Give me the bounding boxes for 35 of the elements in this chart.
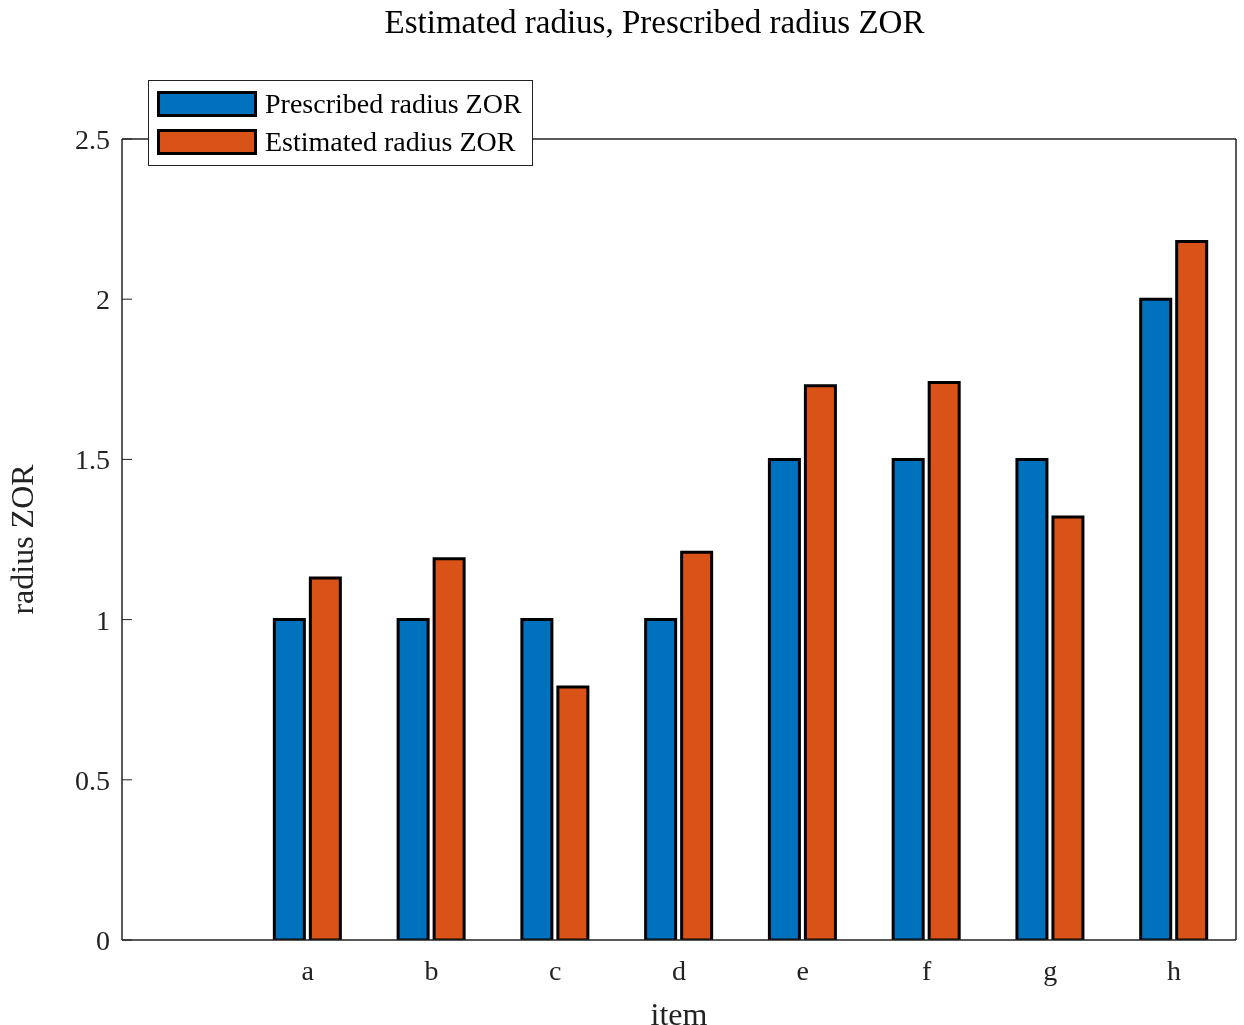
- x-tick-label: f: [921, 954, 932, 986]
- bar: [396, 618, 430, 940]
- legend-label: Prescribed radius ZOR: [265, 88, 522, 120]
- x-tick-label: c: [549, 954, 562, 986]
- x-axis-title: item: [650, 996, 708, 1025]
- bar: [644, 618, 678, 940]
- legend-label: Estimated radius ZOR: [265, 126, 516, 158]
- y-tick-label: 0.5: [75, 764, 110, 796]
- y-tick-label: 2.5: [75, 123, 110, 155]
- bar: [1015, 457, 1049, 940]
- bar: [1051, 515, 1085, 940]
- bar: [556, 685, 590, 940]
- bar: [803, 384, 837, 940]
- chart-title: Estimated radius, Prescribed radius ZOR: [383, 4, 926, 41]
- x-tick-label: e: [796, 954, 810, 986]
- y-tick-label: 1.5: [75, 444, 110, 476]
- y-axis-title: radius ZOR: [4, 463, 41, 615]
- x-tick-label: h: [1167, 954, 1182, 986]
- bar: [272, 618, 306, 940]
- x-tick-label: d: [672, 954, 687, 986]
- bar: [891, 457, 925, 940]
- bar: [767, 457, 801, 940]
- x-tick-label: b: [424, 954, 439, 986]
- x-tick-label: g: [1043, 954, 1058, 986]
- bar: [520, 618, 554, 940]
- bar: [1139, 297, 1173, 940]
- y-tick-label: 0: [96, 924, 110, 956]
- bar: [680, 550, 714, 940]
- y-tick-label: 1: [96, 604, 110, 636]
- bar: [927, 381, 961, 940]
- y-tick-label: 2: [96, 284, 110, 316]
- bar: [1175, 240, 1209, 940]
- bar: [308, 576, 342, 940]
- bar: [432, 557, 466, 940]
- x-tick-label: a: [301, 954, 315, 986]
